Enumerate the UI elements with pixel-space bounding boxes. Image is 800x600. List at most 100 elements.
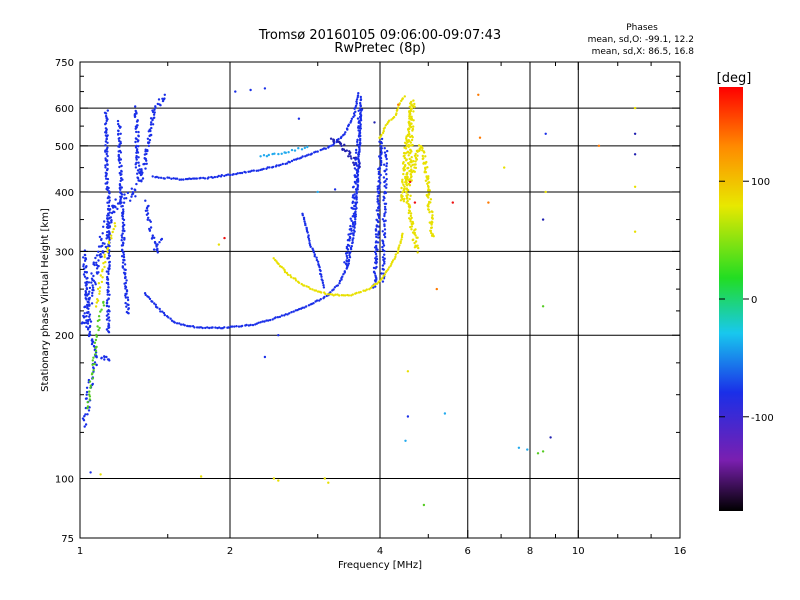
data-point [383, 205, 387, 209]
data-point [113, 222, 117, 225]
data-point [281, 162, 284, 166]
data-point [134, 188, 137, 192]
data-point [93, 281, 97, 284]
data-point [312, 249, 315, 252]
x-tick-label: 10 [572, 546, 585, 557]
data-point [279, 163, 282, 167]
data-point [375, 282, 379, 285]
data-point [413, 105, 416, 109]
data-point [108, 199, 111, 202]
data-point [156, 251, 159, 254]
data-point [89, 320, 93, 323]
data-point [277, 262, 280, 266]
data-point [377, 180, 380, 183]
data-point [204, 326, 207, 330]
data-point [355, 207, 358, 210]
data-point [410, 168, 413, 171]
data-point [105, 318, 109, 321]
data-point [106, 163, 109, 166]
data-point [357, 155, 360, 158]
data-point [354, 158, 357, 161]
data-point [150, 126, 153, 130]
data-point [96, 298, 99, 301]
data-point [410, 138, 414, 142]
data-point [120, 193, 124, 196]
data-point [309, 245, 312, 248]
data-point [105, 177, 108, 180]
data-point [105, 281, 109, 285]
data-point [167, 316, 170, 319]
data-point [144, 148, 147, 151]
data-point [95, 261, 98, 264]
data-point [107, 305, 111, 308]
data-point [426, 166, 429, 169]
data-point [155, 248, 158, 251]
data-point [383, 257, 386, 260]
data-point [427, 188, 430, 191]
data-point [374, 282, 377, 286]
data-point [148, 297, 152, 301]
data-point [350, 229, 353, 232]
data-point [381, 239, 384, 242]
data-point [429, 198, 433, 201]
data-point [408, 157, 411, 161]
data-point [83, 275, 87, 278]
data-point [429, 221, 432, 224]
data-point [107, 186, 110, 190]
data-point [83, 305, 86, 309]
data-point [87, 311, 90, 314]
data-point [223, 326, 226, 329]
data-point [352, 237, 355, 240]
data-point [148, 138, 152, 142]
data-point [155, 175, 158, 179]
data-point [296, 157, 299, 160]
data-point [376, 248, 379, 251]
data-point [348, 244, 351, 247]
data-point [83, 312, 86, 315]
data-point [124, 296, 128, 299]
data-point [119, 158, 123, 161]
data-point [297, 281, 301, 284]
data-point [118, 143, 121, 146]
data-point [124, 287, 127, 290]
data-point [85, 315, 88, 318]
data-point [633, 132, 637, 135]
data-point [353, 220, 357, 224]
data-point [349, 251, 352, 254]
data-point [163, 177, 166, 180]
data-point [160, 237, 164, 241]
data-point [414, 163, 417, 166]
data-point [355, 168, 358, 172]
data-point [284, 151, 287, 154]
data-point [374, 274, 377, 277]
data-point [391, 259, 395, 262]
data-point [359, 127, 362, 130]
data-point [319, 269, 322, 273]
data-point [373, 121, 376, 124]
data-point [354, 213, 357, 216]
data-point [343, 261, 346, 264]
data-point [350, 117, 354, 121]
data-point [541, 305, 545, 308]
data-point [153, 236, 156, 239]
data-point [288, 312, 291, 315]
data-point [101, 232, 104, 235]
data-point [107, 270, 110, 273]
data-point [399, 199, 403, 202]
data-point [358, 132, 361, 135]
data-point [411, 143, 414, 147]
data-point [119, 179, 122, 183]
data-point [121, 225, 125, 228]
y-tick-label: 100 [55, 475, 74, 486]
data-point [427, 196, 430, 199]
data-point [372, 270, 376, 274]
data-point [378, 140, 381, 143]
data-point [93, 263, 96, 267]
data-point [126, 191, 130, 195]
data-point [106, 250, 109, 254]
data-point [310, 152, 313, 155]
chart-subtitle: RwPretec (8p) [334, 41, 425, 56]
data-point [355, 102, 358, 105]
data-point [333, 286, 337, 289]
data-point [120, 173, 123, 176]
